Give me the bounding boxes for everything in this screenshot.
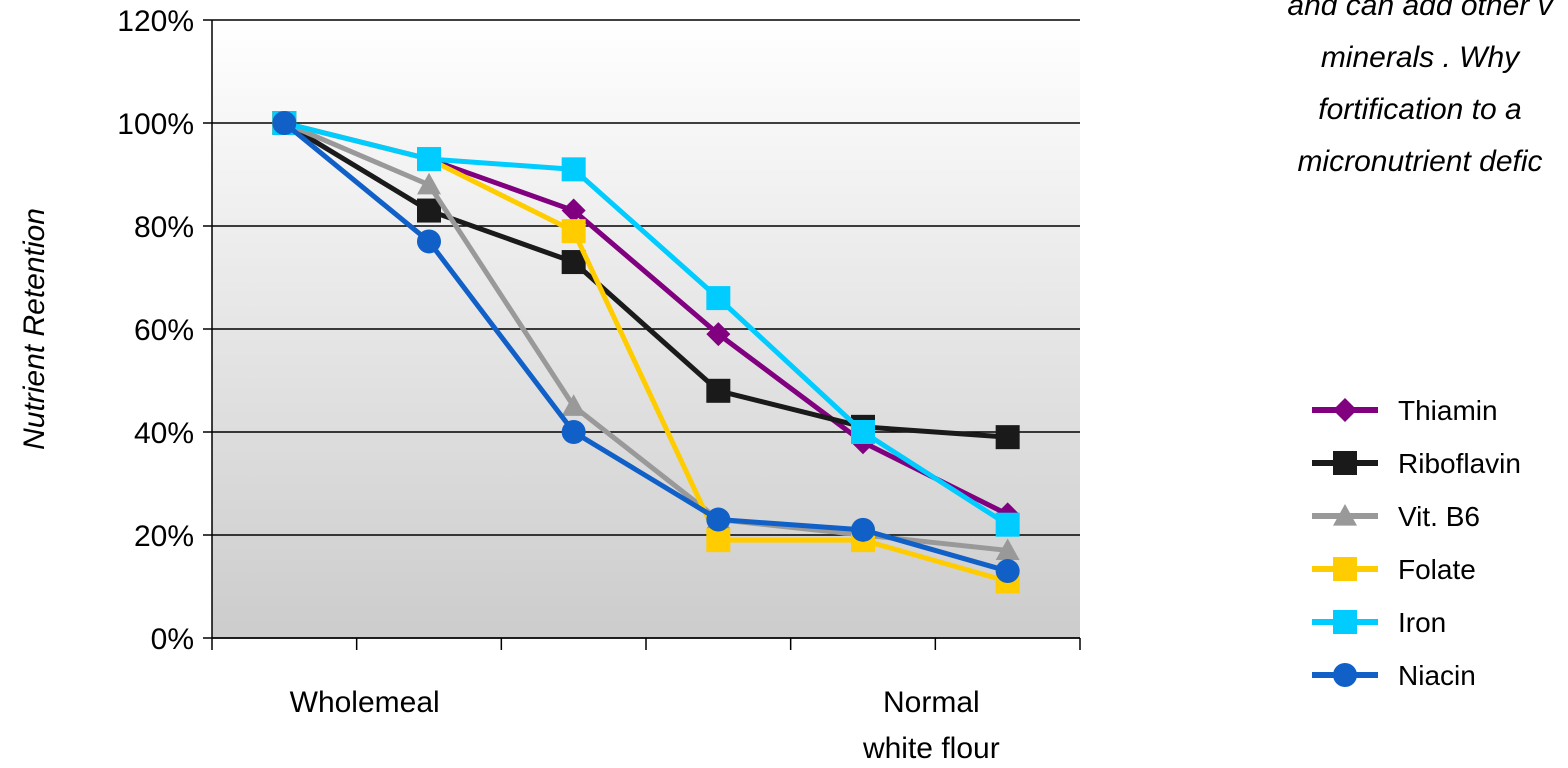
legend-label: Folate [1398, 554, 1476, 585]
y-tick-label: 80% [134, 211, 194, 244]
y-tick-label: 60% [134, 314, 194, 347]
note-line: fortification to a [1318, 93, 1522, 126]
y-tick-label: 120% [117, 5, 194, 38]
series-line [282, 121, 1009, 574]
legend-item: Iron [1312, 607, 1446, 638]
legend-item: Folate [1312, 554, 1476, 585]
note-text: and can add other v minerals . Why forti… [1160, 0, 1568, 188]
data-point [995, 512, 1020, 537]
data-point [561, 157, 586, 182]
legend-item: Riboflavin [1312, 448, 1521, 479]
series-niacin [272, 111, 1020, 584]
series-line [283, 120, 1008, 440]
y-axis-title: Nutrient Retention [18, 208, 51, 450]
y-tick-label: 100% [117, 108, 194, 141]
legend-label: Iron [1398, 607, 1446, 638]
note-line: and can add other v [1287, 0, 1553, 22]
data-point [272, 111, 297, 135]
data-point [561, 394, 586, 416]
data-point [417, 172, 441, 195]
data-point [561, 420, 586, 444]
data-point [851, 420, 875, 444]
legend-item: Niacin [1312, 660, 1476, 691]
data-point [995, 538, 1020, 561]
legend-marker [1333, 398, 1357, 422]
y-tick-label: 40% [134, 417, 194, 450]
legend-label: Niacin [1398, 660, 1476, 691]
data-point [561, 250, 586, 275]
series-lines [272, 111, 1020, 594]
note-line: minerals . Why [1320, 41, 1520, 74]
axes [211, 20, 1081, 650]
legend-marker [1333, 504, 1357, 526]
legend-marker [1333, 451, 1357, 475]
y-tick-label: 20% [134, 520, 194, 553]
series-iron [272, 111, 1020, 537]
data-point [995, 559, 1020, 584]
data-point [561, 198, 586, 223]
data-point [706, 507, 731, 532]
x-category-labels: Wholemeal Normal white flour [290, 686, 1000, 765]
legend-label: Vit. B6 [1398, 501, 1480, 532]
data-point [706, 378, 731, 403]
legend-item: Vit. B6 [1312, 501, 1480, 532]
y-tick-labels: 0% 20% 40% 60% 80% 100% 120% [117, 5, 194, 656]
legend: Thiamin Riboflavin Vit. B6 Folate Iron Niacin [1312, 395, 1521, 691]
y-tick-label: 0% [151, 623, 194, 656]
legend-marker [1333, 663, 1357, 687]
x-category-label: Normal [883, 686, 980, 719]
note-line: micronutrient defic [1297, 145, 1543, 178]
data-point [417, 229, 441, 254]
x-category-label: Wholemeal [290, 686, 440, 719]
data-point [706, 322, 731, 347]
data-point [561, 219, 586, 244]
legend-label: Thiamin [1398, 395, 1498, 426]
data-point [706, 286, 731, 311]
data-point [851, 517, 875, 542]
x-category-label: white flour [862, 732, 1000, 765]
data-point [417, 198, 441, 223]
data-point [417, 147, 441, 172]
legend-item: Thiamin [1312, 395, 1498, 426]
legend-marker [1333, 610, 1357, 634]
series-line [283, 120, 1010, 527]
legend-label: Riboflavin [1398, 448, 1521, 479]
data-point [706, 528, 731, 553]
legend-marker [1333, 557, 1357, 581]
data-point [995, 425, 1020, 450]
